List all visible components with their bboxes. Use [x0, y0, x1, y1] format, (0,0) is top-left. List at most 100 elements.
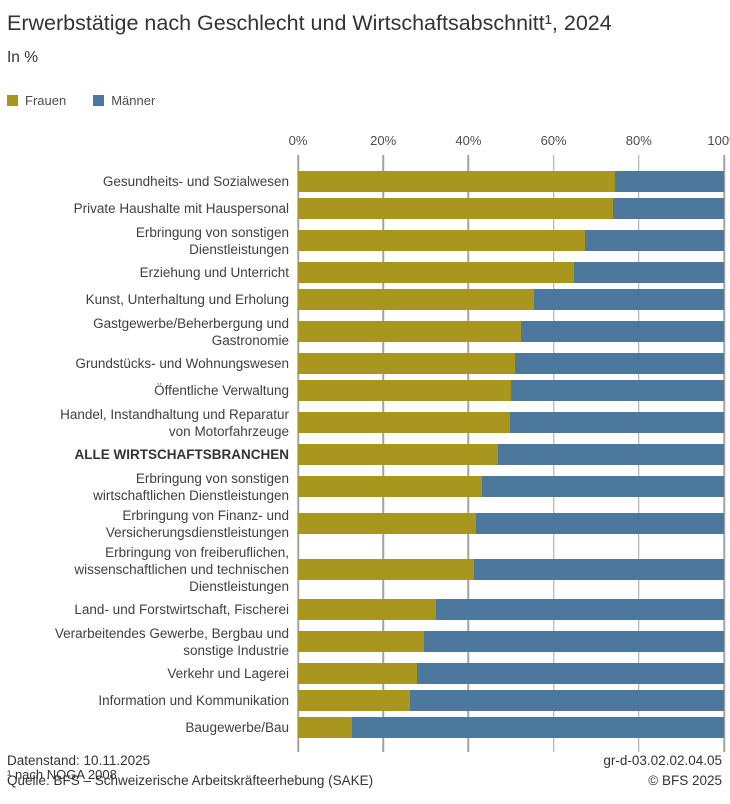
category-label: ALLE WIRTSCHAFTSBRANCHEN: [74, 447, 289, 462]
category-label: Öffentliche Verwaltung: [154, 383, 289, 398]
bar-segment-männer: [409, 690, 724, 711]
category-label: Erbringung von freiberuflichen, wissensc…: [74, 544, 289, 594]
x-axis-labels: 0% 20% 40% 60% 80% 100%: [289, 133, 730, 150]
chart-rows: Gesundheits- und Sozialwesen Private Haus…: [7, 168, 724, 741]
chart-row: Öffentliche Verwaltung: [7, 377, 724, 404]
footer-left: Datenstand: 10.11.2025 Quelle: BFS – Sch…: [7, 751, 373, 791]
x-axis-tick-label: 60%: [540, 133, 567, 148]
legend-swatch-icon: [93, 95, 105, 106]
x-axis-tick-label: 0%: [288, 133, 308, 148]
bar-segment-männer: [474, 558, 724, 580]
legend-label: Männer: [111, 93, 156, 108]
chart-row: ALLE WIRTSCHAFTSBRANCHEN: [7, 441, 724, 468]
bar-segment-frauen: [298, 353, 515, 374]
bar-segment-frauen: [298, 663, 418, 684]
bar-segment-frauen: [298, 321, 521, 342]
bar-segment-frauen: [298, 476, 482, 497]
x-axis-tick-label: 100%: [707, 133, 730, 148]
stacked-bar: [298, 198, 724, 219]
stacked-bar: [298, 558, 724, 580]
footer: Datenstand: 10.11.2025 Quelle: BFS – Sch…: [7, 751, 722, 791]
bar-segment-männer: [584, 230, 724, 251]
footer-right: gr-d-03.02.02.04.05 © BFS 2025: [603, 751, 722, 791]
bar-segment-männer: [498, 444, 724, 465]
legend-item-frauen: Frauen: [7, 93, 66, 108]
bar-segment-frauen: [298, 444, 499, 465]
chart-row: Grundstücks- und Wohnungswesen: [7, 350, 724, 377]
bar-segment-frauen: [298, 558, 475, 580]
stacked-bar: [298, 262, 724, 283]
stacked-bar: [298, 599, 724, 620]
bar-segment-frauen: [298, 380, 511, 401]
legend-swatch-icon: [7, 95, 18, 106]
category-label: Private Haushalte mit Hauspersonal: [73, 201, 289, 216]
bar-segment-frauen: [298, 717, 353, 738]
category-label: Baugewerbe/Bau: [185, 720, 289, 735]
category-label: Handel, Instandhaltung und Reparatur von…: [60, 406, 289, 439]
bar-segment-frauen: [298, 230, 585, 251]
category-label: Kunst, Unterhaltung und Erholung: [85, 292, 289, 307]
chart-row: Erbringung von freiberuflichen, wissensc…: [7, 542, 724, 596]
chart-row: Erbringung von sonstigen Dienstleistunge…: [7, 222, 724, 259]
legend-label: Frauen: [25, 93, 67, 108]
footer-graph-id: gr-d-03.02.02.04.05: [603, 753, 722, 768]
footnote: ¹ nach NOGA 2008: [7, 767, 117, 782]
chart-row: Erbringung von sonstigen wirtschaftliche…: [7, 468, 724, 505]
chart-row: Information und Kommunikation: [7, 687, 724, 714]
bar-segment-frauen: [298, 262, 574, 283]
bar-segment-frauen: [298, 412, 510, 433]
bar-segment-männer: [423, 631, 724, 652]
bar-segment-männer: [481, 476, 724, 497]
bar-segment-männer: [573, 262, 724, 283]
stacked-bar: [298, 321, 724, 342]
chart-row: Baugewerbe/Bau: [7, 714, 724, 741]
chart-row: Verarbeitendes Gewerbe, Bergbau und sons…: [7, 623, 724, 660]
category-label: Erbringung von Finanz- und Versicherungs…: [105, 507, 289, 540]
bar-segment-frauen: [298, 513, 477, 534]
stacked-bar: [298, 380, 724, 401]
gridline: [723, 155, 725, 752]
bar-segment-männer: [352, 717, 724, 738]
stacked-bar: [298, 412, 724, 433]
category-label: Verarbeitendes Gewerbe, Bergbau und sons…: [54, 625, 289, 658]
bar-segment-männer: [476, 513, 724, 534]
category-label: Gesundheits- und Sozialwesen: [102, 174, 289, 189]
bar-segment-männer: [520, 321, 724, 342]
stacked-bar: [298, 289, 724, 310]
category-label: Verkehr und Lagerei: [167, 666, 289, 681]
chart-plot: Gesundheits- und Sozialwesen Private Haus…: [7, 155, 725, 752]
page-subtitle: In %: [7, 49, 39, 66]
stacked-bar: [298, 476, 724, 497]
x-axis-spacer: [7, 133, 298, 150]
chart-row: Verkehr und Lagerei: [7, 660, 724, 687]
stacked-bar: [298, 631, 724, 652]
chart-row: Gesundheits- und Sozialwesen: [7, 168, 724, 195]
stacked-bar: [298, 690, 724, 711]
chart-row: Kunst, Unterhaltung und Erholung: [7, 286, 724, 313]
stacked-bar: [298, 717, 724, 738]
chart-row: Erbringung von Finanz- und Versicherungs…: [7, 505, 724, 542]
chart-row: Handel, Instandhaltung und Reparatur von…: [7, 404, 724, 441]
bar-segment-frauen: [298, 289, 534, 310]
category-label: Land- und Forstwirtschaft, Fischerei: [74, 602, 289, 617]
footer-datenstand: Datenstand: 10.11.2025: [7, 753, 151, 768]
stacked-bar: [298, 353, 724, 374]
bar-segment-frauen: [298, 198, 614, 219]
category-label: Grundstücks- und Wohnungswesen: [75, 356, 289, 371]
stacked-bar: [298, 171, 724, 192]
bar-segment-männer: [534, 289, 724, 310]
category-label: Gastgewerbe/Beherbergung und Gastronomie: [93, 315, 289, 348]
bar-segment-männer: [514, 353, 724, 374]
stacked-bar: [298, 230, 724, 251]
chart-row: Land- und Forstwirtschaft, Fischerei: [7, 596, 724, 623]
bar-segment-frauen: [298, 690, 410, 711]
x-axis-tick-label: 80%: [625, 133, 652, 148]
x-axis: 0% 20% 40% 60% 80% 100%: [7, 133, 730, 150]
bar-segment-männer: [613, 198, 724, 219]
chart-row: Gastgewerbe/Beherbergung und Gastronomie: [7, 313, 724, 350]
chart-row: Private Haushalte mit Hauspersonal: [7, 195, 724, 222]
category-label: Information und Kommunikation: [98, 693, 289, 708]
category-label: Erziehung und Unterricht: [139, 265, 289, 280]
x-axis-tick-label: 20%: [370, 133, 397, 148]
